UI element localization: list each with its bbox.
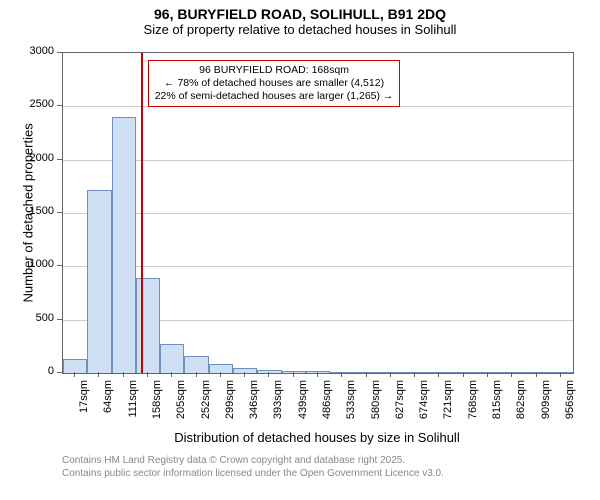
- y-tick-mark: [57, 52, 62, 53]
- gridline: [63, 266, 573, 267]
- histogram-bar: [136, 278, 160, 373]
- y-tick-mark: [57, 372, 62, 373]
- histogram-bar: [184, 356, 208, 373]
- x-tick-mark: [511, 372, 512, 377]
- x-tick-mark: [560, 372, 561, 377]
- x-tick-label: 299sqm: [224, 380, 236, 430]
- x-tick-label: 393sqm: [272, 380, 284, 430]
- chart-container: 96, BURYFIELD ROAD, SOLIHULL, B91 2DQ Si…: [0, 0, 600, 500]
- histogram-bar: [427, 372, 451, 373]
- x-tick-mark: [123, 372, 124, 377]
- reference-line: [141, 53, 143, 373]
- x-tick-label: 815sqm: [491, 380, 503, 430]
- y-tick-mark: [57, 159, 62, 160]
- histogram-bar: [257, 370, 281, 373]
- x-tick-label: 17sqm: [78, 380, 90, 430]
- x-tick-label: 64sqm: [102, 380, 114, 430]
- chart-subtitle: Size of property relative to detached ho…: [0, 22, 600, 37]
- x-tick-label: 956sqm: [564, 380, 576, 430]
- x-tick-mark: [438, 372, 439, 377]
- footer-line-1: Contains HM Land Registry data © Crown c…: [62, 454, 444, 467]
- x-tick-label: 252sqm: [200, 380, 212, 430]
- x-tick-label: 721sqm: [442, 380, 454, 430]
- x-axis-label: Distribution of detached houses by size …: [62, 430, 572, 445]
- y-tick-label: 2000: [20, 152, 54, 164]
- histogram-bar: [379, 372, 403, 373]
- x-tick-mark: [536, 372, 537, 377]
- x-tick-label: 627sqm: [394, 380, 406, 430]
- y-tick-mark: [57, 105, 62, 106]
- x-tick-label: 439sqm: [297, 380, 309, 430]
- annotation-line-1: 96 BURYFIELD ROAD: 168sqm: [155, 64, 394, 77]
- x-tick-mark: [98, 372, 99, 377]
- x-tick-mark: [414, 372, 415, 377]
- y-tick-label: 0: [20, 365, 54, 377]
- x-tick-label: 533sqm: [345, 380, 357, 430]
- y-tick-mark: [57, 212, 62, 213]
- histogram-bar: [500, 372, 524, 373]
- y-tick-label: 1000: [20, 258, 54, 270]
- x-tick-mark: [341, 372, 342, 377]
- x-tick-mark: [74, 372, 75, 377]
- y-tick-label: 3000: [20, 45, 54, 57]
- x-tick-label: 909sqm: [540, 380, 552, 430]
- x-tick-label: 111sqm: [127, 380, 139, 430]
- y-tick-label: 500: [20, 312, 54, 324]
- y-tick-mark: [57, 319, 62, 320]
- histogram-bar: [330, 372, 354, 373]
- y-tick-label: 1500: [20, 205, 54, 217]
- x-tick-label: 862sqm: [515, 380, 527, 430]
- footer-attribution: Contains HM Land Registry data © Crown c…: [62, 454, 444, 480]
- histogram-bar: [452, 372, 476, 373]
- x-tick-mark: [366, 372, 367, 377]
- histogram-bar: [403, 372, 427, 373]
- x-tick-mark: [171, 372, 172, 377]
- histogram-bar: [282, 371, 306, 373]
- x-tick-mark: [293, 372, 294, 377]
- x-tick-label: 768sqm: [467, 380, 479, 430]
- chart-title: 96, BURYFIELD ROAD, SOLIHULL, B91 2DQ: [0, 0, 600, 22]
- x-tick-label: 205sqm: [175, 380, 187, 430]
- gridline: [63, 160, 573, 161]
- x-tick-mark: [487, 372, 488, 377]
- x-tick-label: 674sqm: [418, 380, 430, 430]
- annotation-box: 96 BURYFIELD ROAD: 168sqm← 78% of detach…: [148, 60, 401, 107]
- footer-line-2: Contains public sector information licen…: [62, 467, 444, 480]
- gridline: [63, 213, 573, 214]
- x-tick-label: 346sqm: [248, 380, 260, 430]
- y-tick-mark: [57, 265, 62, 266]
- histogram-bar: [524, 372, 548, 373]
- x-tick-mark: [463, 372, 464, 377]
- x-tick-mark: [390, 372, 391, 377]
- x-tick-mark: [196, 372, 197, 377]
- histogram-bar: [87, 190, 111, 373]
- x-tick-mark: [268, 372, 269, 377]
- x-tick-mark: [317, 372, 318, 377]
- histogram-bar: [209, 364, 233, 373]
- x-tick-label: 158sqm: [151, 380, 163, 430]
- x-tick-label: 580sqm: [370, 380, 382, 430]
- histogram-bar: [233, 368, 257, 373]
- annotation-line-2: ← 78% of detached houses are smaller (4,…: [155, 77, 394, 90]
- histogram-bar: [354, 372, 378, 373]
- annotation-line-3: 22% of semi-detached houses are larger (…: [155, 90, 394, 103]
- histogram-bar: [63, 359, 87, 373]
- histogram-bar: [160, 344, 184, 373]
- x-tick-mark: [220, 372, 221, 377]
- y-tick-label: 2500: [20, 98, 54, 110]
- x-tick-mark: [147, 372, 148, 377]
- x-tick-mark: [244, 372, 245, 377]
- x-tick-label: 486sqm: [321, 380, 333, 430]
- histogram-bar: [549, 372, 573, 373]
- histogram-bar: [112, 117, 136, 373]
